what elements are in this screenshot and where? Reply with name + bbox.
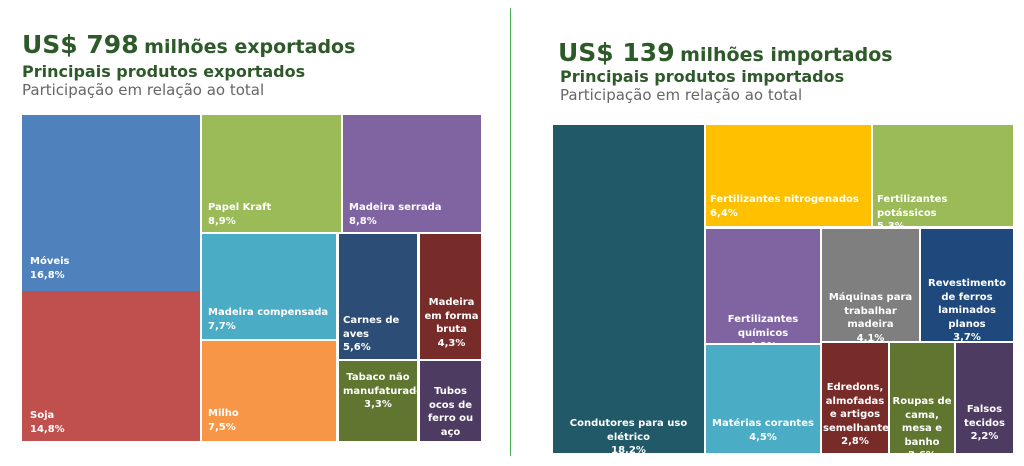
tile-value: 8,9% xyxy=(208,215,236,227)
tile-label: Fertilizantes químicos xyxy=(727,314,799,339)
tile-value: 7,7% xyxy=(208,320,236,332)
treemap-tile-carnes-de-aves: Carnes de aves 5,6% xyxy=(339,234,417,359)
tile-label: Móveis xyxy=(30,256,70,267)
tile-value: 14,8% xyxy=(30,423,65,435)
tile-label: Roupas de cama, mesa e banho xyxy=(892,396,952,448)
tile-value: 2,6% xyxy=(891,449,953,453)
tile-label: Fertilizantes potássicos xyxy=(877,194,948,219)
tile-label: Revestimento de ferros laminados planos xyxy=(928,278,1006,330)
treemap-tile-materias-corantes: Matérias corantes 4,5% xyxy=(706,345,820,453)
tile-value: 4,1% xyxy=(856,332,885,342)
import-amount-caption: milhões importados xyxy=(680,44,893,66)
tile-label: Máquinas para trabalhar madeira xyxy=(828,292,913,330)
treemap-tile-madeira-serrada: Madeira serrada 8,8% xyxy=(343,115,481,232)
tile-value: 7,5% xyxy=(208,421,236,433)
tile-label: Falsos tecidos xyxy=(964,404,1005,429)
treemap-tile-papel-kraft: Papel Kraft 8,9% xyxy=(202,115,341,232)
tile-label: Madeira compensada xyxy=(208,307,329,318)
treemap-tile-revestimento-de-ferros-laminados-planos: Revestimento de ferros laminados planos 3… xyxy=(921,229,1013,341)
treemap-tile-fertilizantes-quimicos: Fertilizantes químicos4,9% xyxy=(706,229,820,343)
export-amount-caption: milhões exportados xyxy=(144,36,356,58)
tile-value: 3,7% xyxy=(953,332,981,341)
treemap-tile-fertilizantes-potassicos: Fertilizantes potássicos5,3% xyxy=(873,125,1013,226)
treemap-tile-tubos-ocos-de-ferro-ou-aco: Tubos ocos de ferro ou aço2,8% xyxy=(420,361,481,441)
tile-label: Tubos ocos de ferro ou aço xyxy=(427,386,474,438)
treemap-tile-moveis: Móveis 16,8% xyxy=(22,115,200,291)
export-subtitle: Principais produtos exportados xyxy=(22,62,306,81)
tile-value: 2,8% xyxy=(422,439,479,441)
tile-label: Carnes de aves xyxy=(343,315,400,340)
export-note: Participação em relação ao total xyxy=(22,81,265,99)
tile-label: Matérias corantes xyxy=(712,418,814,429)
panel-divider xyxy=(510,8,511,456)
tile-label: Condutores para uso elétrico xyxy=(569,418,688,443)
treemap-tile-soja: Soja 14,8% xyxy=(22,291,200,441)
tile-value: 2,8% xyxy=(841,436,869,447)
tile-value: 5,6% xyxy=(343,342,371,353)
tile-label: Madeira em forma bruta xyxy=(424,297,479,335)
tile-label: Edredons, almofadas e artigos semelhante… xyxy=(823,382,888,434)
import-subtitle: Principais produtos importados xyxy=(560,67,845,86)
export-headline: US$ 798 milhões exportados xyxy=(22,30,355,59)
treemap-tile-milho: Milho 7,5% xyxy=(202,341,336,441)
tile-label: Tabaco não manufaturado xyxy=(343,372,417,397)
tile-value: 16,8% xyxy=(30,269,65,281)
treemap-tile-fertilizantes-nitrogenados: Fertilizantes nitrogenados 6,4% xyxy=(706,125,871,226)
import-note: Participação em relação ao total xyxy=(560,86,803,104)
treemap-tile-condutores-para-uso-eletrico: Condutores para uso elétrico 18,2% xyxy=(553,125,704,453)
import-amount: US$ 139 xyxy=(558,38,675,67)
tile-label: Papel Kraft xyxy=(208,202,272,213)
treemap-tile-roupas-de-cama-mesa-e-banho: Roupas de cama, mesa e banho2,6% xyxy=(890,343,954,453)
tile-value: 18,2% xyxy=(611,445,646,453)
export-amount: US$ 798 xyxy=(22,30,139,59)
tile-value: 4,5% xyxy=(749,431,777,443)
import-headline: US$ 139 milhões importados xyxy=(558,38,893,67)
treemap-tile-maquinas-para-trabalhar-madeira: Máquinas para trabalhar madeira 4,1% xyxy=(822,229,919,341)
tile-value: 4,3% xyxy=(437,337,466,349)
treemap-tile-madeira-em-forma-bruta: Madeira em forma bruta 4,3% xyxy=(420,234,481,359)
treemap-tile-falsos-tecidos: Falsos tecidos 2,2% xyxy=(956,343,1013,453)
tile-value: 6,4% xyxy=(710,207,738,219)
tile-value: 2,2% xyxy=(970,431,999,442)
treemap-tile-edredons-almofadas-e-artigos-semelhantes: Edredons, almofadas e artigos semelhante… xyxy=(822,343,888,453)
tile-value: 8,8% xyxy=(349,215,377,227)
tile-value: 4,9% xyxy=(710,340,816,343)
tile-label: Fertilizantes nitrogenados xyxy=(710,194,859,205)
tile-label: Milho xyxy=(208,408,239,419)
treemap-tile-madeira-compensada: Madeira compensada 7,7% xyxy=(202,234,336,339)
tile-value: 5,3% xyxy=(877,220,1009,226)
tile-label: Madeira serrada xyxy=(349,202,442,213)
tile-value: 3,3% xyxy=(364,399,392,410)
treemap-tile-tabaco-nao-manufaturado: Tabaco não manufaturado 3,3% xyxy=(339,361,417,441)
tile-label: Soja xyxy=(30,410,55,421)
